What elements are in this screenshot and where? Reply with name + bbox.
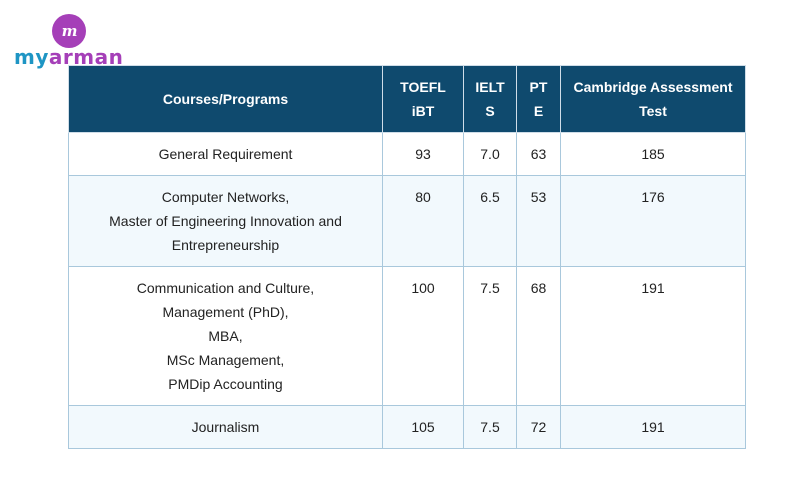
table-row: General Requirement 93 7.0 63 185	[68, 132, 746, 176]
cambridge-cell: 191	[560, 266, 746, 406]
cambridge-cell: 185	[560, 132, 746, 176]
pte-cell: 53	[516, 175, 561, 267]
table-header-row: Courses/Programs TOEFL iBT IELT S PT E C…	[68, 65, 746, 133]
logo-word-my: my	[14, 45, 49, 69]
pte-cell: 68	[516, 266, 561, 406]
course-cell: Communication and Culture, Management (P…	[68, 266, 383, 406]
course-cell: Computer Networks, Master of Engineering…	[68, 175, 383, 267]
course-cell: General Requirement	[68, 132, 383, 176]
header-ielts: IELT S	[463, 65, 517, 133]
ielts-cell: 7.0	[463, 132, 517, 176]
header-toefl-ibt: TOEFL iBT	[382, 65, 464, 133]
logo-mark-icon: m	[52, 14, 86, 48]
table-row: Journalism 105 7.5 72 191	[68, 405, 746, 449]
ielts-cell: 7.5	[463, 266, 517, 406]
toefl-cell: 100	[382, 266, 464, 406]
pte-cell: 72	[516, 405, 561, 449]
myarman-logo[interactable]: m myarman	[14, 14, 126, 69]
cambridge-cell: 176	[560, 175, 746, 267]
toefl-cell: 80	[382, 175, 464, 267]
ielts-cell: 6.5	[463, 175, 517, 267]
header-pte: PT E	[516, 65, 561, 133]
pte-cell: 63	[516, 132, 561, 176]
table-row: Computer Networks, Master of Engineering…	[68, 175, 746, 267]
course-cell: Journalism	[68, 405, 383, 449]
cambridge-cell: 191	[560, 405, 746, 449]
header-cambridge-assessment-test: Cambridge Assessment Test	[560, 65, 746, 133]
toefl-cell: 93	[382, 132, 464, 176]
table-row: Communication and Culture, Management (P…	[68, 266, 746, 406]
language-requirements-table: Courses/Programs TOEFL iBT IELT S PT E C…	[68, 65, 746, 449]
header-courses-programs: Courses/Programs	[68, 65, 383, 133]
toefl-cell: 105	[382, 405, 464, 449]
ielts-cell: 7.5	[463, 405, 517, 449]
